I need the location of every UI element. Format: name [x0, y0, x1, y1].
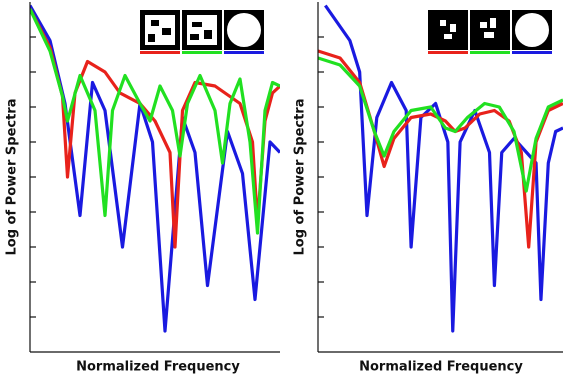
lines — [318, 6, 563, 332]
lines — [30, 6, 280, 332]
y-axis-label: Log of Power Spectra — [5, 99, 20, 256]
inset-images-right — [428, 10, 552, 54]
x-axis-label: Normalized Frequency — [76, 360, 240, 375]
inset-images-left — [140, 10, 264, 54]
plot-panel: Normalized Frequency Log of Power Spectra — [293, 2, 563, 375]
figure: Normalized Frequency Log of Power Spectra… — [0, 0, 563, 379]
y-axis-label: Log of Power Spectra — [293, 99, 308, 256]
plot-panel: Normalized Frequency Log of Power Spectra — [5, 2, 281, 375]
x-axis-label: Normalized Frequency — [359, 360, 523, 375]
spectrum-line — [325, 6, 563, 332]
plots: Normalized Frequency Log of Power Spectra… — [5, 2, 563, 375]
